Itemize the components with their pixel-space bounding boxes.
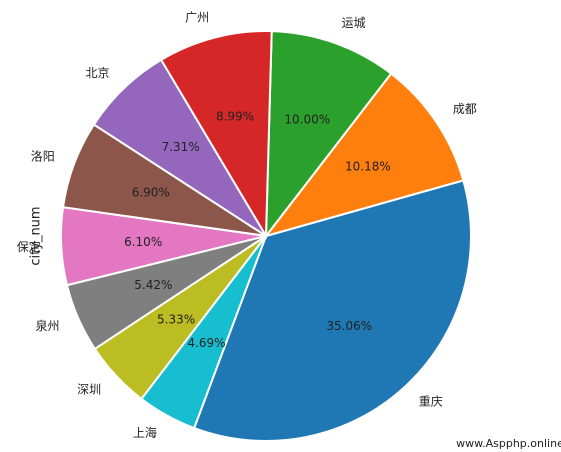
pct-label: 8.99%	[216, 109, 254, 123]
pct-label: 4.69%	[187, 336, 225, 350]
slice-label: 运城	[342, 16, 366, 30]
slice-label: 重庆	[419, 394, 443, 408]
slice-label: 保定	[17, 239, 41, 254]
pct-label: 35.06%	[326, 319, 372, 333]
pct-label: 6.90%	[132, 185, 170, 199]
pie-slice	[140, 235, 267, 430]
pct-label: 5.33%	[157, 312, 195, 326]
slice-label: 广州	[185, 10, 209, 24]
pie-slice	[159, 30, 273, 240]
pct-label: 5.42%	[134, 278, 172, 292]
pct-label: 10.00%	[284, 113, 330, 127]
slice-label: 上海	[133, 425, 157, 440]
slice-label: 北京	[86, 66, 110, 80]
pct-label: 10.18%	[345, 160, 391, 174]
pct-label: 6.10%	[124, 235, 162, 249]
pct-label: 7.31%	[162, 140, 200, 154]
pie-slice	[264, 30, 393, 240]
y-axis-label: city_num	[29, 206, 44, 265]
slice-label: 泉州	[35, 319, 59, 333]
slice-label: 深圳	[77, 382, 101, 396]
watermark: www.Aspphp.online	[456, 437, 561, 450]
slice-label: 洛阳	[31, 149, 55, 164]
slice-label: 成都	[453, 102, 477, 116]
pie-slice	[263, 72, 465, 238]
